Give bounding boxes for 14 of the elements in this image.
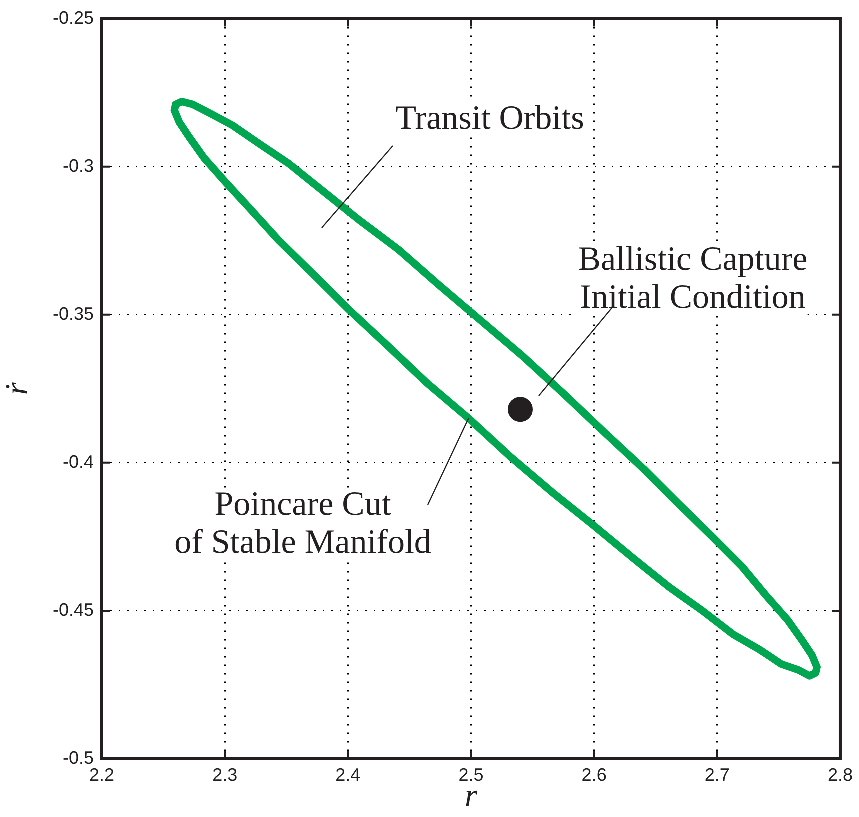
x-tick-label: 2.3: [212, 764, 238, 785]
y-tick-label: -0.35: [52, 304, 94, 324]
annotation: Ballistic Capture Initial Condition: [578, 240, 808, 316]
y-tick-label: -0.45: [52, 600, 94, 620]
annotation: Transit Orbits: [396, 100, 584, 137]
y-axis-title: ṙ: [0, 382, 35, 396]
x-tick-label: 2.8: [828, 764, 854, 785]
x-tick-label: 2.7: [704, 764, 730, 785]
y-tick-label: -0.25: [52, 8, 94, 28]
x-tick-label: 2.6: [582, 764, 607, 785]
y-tick-label: -0.4: [62, 452, 94, 472]
y-tick-label: -0.3: [62, 156, 94, 176]
x-tick-label: 2.4: [336, 764, 361, 785]
annotation: Poincare Cut of Stable Manifold: [174, 486, 432, 561]
